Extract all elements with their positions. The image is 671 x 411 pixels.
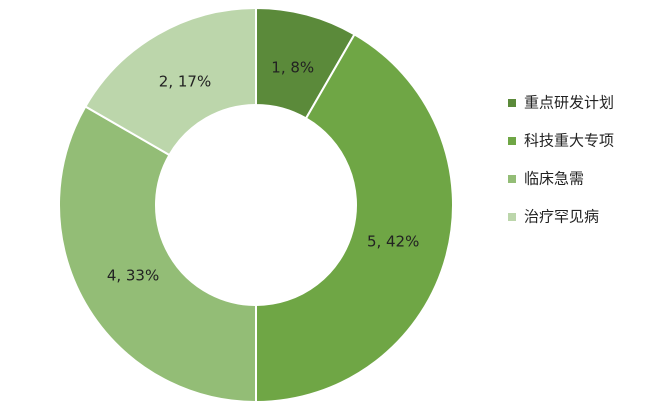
- legend-label: 临床急需: [524, 170, 584, 188]
- legend-label: 重点研发计划: [524, 94, 614, 112]
- data-label: 5, 42%: [367, 232, 419, 250]
- legend-swatch: [508, 213, 516, 221]
- data-label: 1, 8%: [271, 58, 314, 76]
- legend-swatch: [508, 175, 516, 183]
- legend-swatch: [508, 99, 516, 107]
- data-label: 4, 33%: [107, 267, 159, 285]
- slice: [58, 105, 257, 404]
- legend-swatch: [508, 137, 516, 145]
- legend-label: 科技重大专项: [524, 132, 614, 150]
- data-label: 2, 17%: [159, 73, 211, 91]
- slice: [255, 33, 454, 404]
- slice: [84, 6, 257, 157]
- legend-label: 治疗罕见病: [524, 208, 599, 226]
